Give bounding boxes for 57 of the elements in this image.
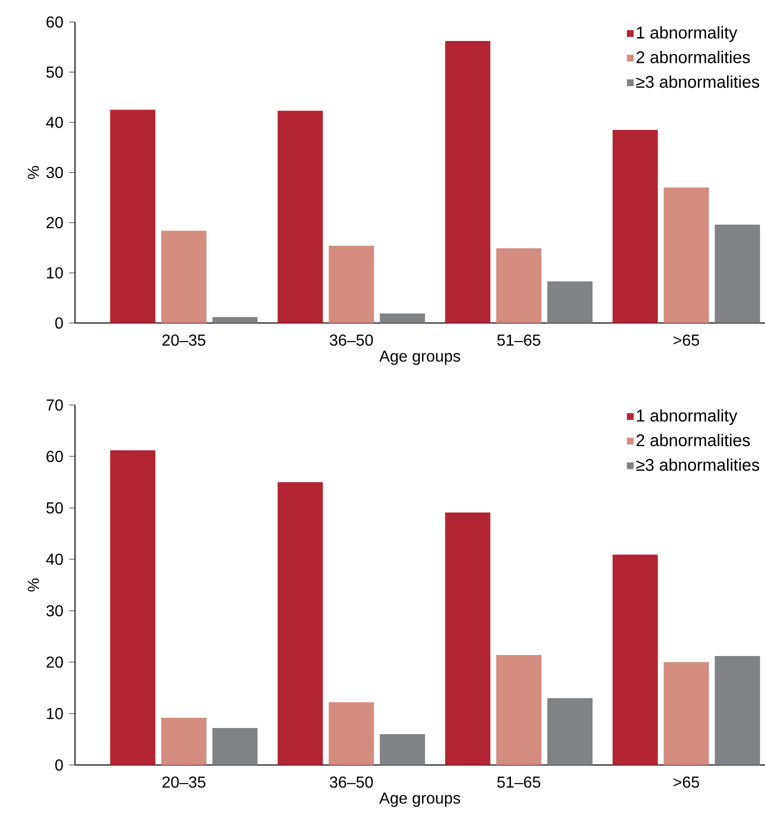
y-tick-label: 10 [47,267,63,278]
bar [278,482,323,765]
x-tick-label: 36–50 [330,334,373,346]
legend-label: 2 abnormalities [636,434,750,446]
y-axis-title: % [28,578,39,592]
y-tick-label: 60 [46,450,63,462]
legend-label: 2 abnormalities [636,50,750,64]
y-tick-label: 30 [46,166,63,178]
legend-label: 1 abnormality [636,409,738,425]
y-tick-label: 20 [46,217,63,228]
y-tick-label: 60 [46,16,63,28]
y-tick-label: 30 [46,605,63,616]
y-tick-label: 20 [46,656,63,668]
y-axis-title: % [28,166,39,180]
y-tick-label: 50 [46,502,63,514]
bar [161,718,206,765]
x-tick-label: 20–35 [162,776,206,788]
x-tick-label: 51–65 [497,776,540,788]
bar [110,450,156,765]
bar [612,130,658,323]
bar [664,188,709,323]
y-tick-label: 0 [55,759,63,771]
bar [110,110,156,323]
bar [714,224,760,323]
y-tick-label: 0 [55,317,63,329]
y-tick-label: 10 [47,708,63,720]
bar [278,110,323,323]
bar [445,41,490,323]
bar [328,246,374,323]
x-tick-label: 36–50 [330,776,373,788]
bar [445,512,490,765]
bar [212,728,258,765]
bar [547,281,593,323]
bar [212,316,258,323]
x-axis-title: Age groups [379,350,460,365]
bar [664,662,709,765]
bar [547,698,593,765]
y-tick-label: 40 [46,116,63,128]
legend-label: 1 abnormality [636,26,738,42]
bar [714,656,760,765]
y-tick-label: 70 [46,399,63,411]
bar [380,313,426,323]
x-tick-label: 20–35 [162,334,206,346]
bar [328,702,374,765]
bar [612,554,658,765]
bar [496,654,542,765]
x-tick-label: 51–65 [497,334,540,346]
bar [496,248,542,323]
y-tick-label: 40 [46,554,63,565]
x-tick-label: >65 [674,776,700,788]
y-tick-label: 50 [46,66,63,78]
legend-label: ≥3 abnormalities [636,458,760,471]
x-tick-label: >65 [674,334,700,346]
bar [161,230,206,323]
legend-label: ≥3 abnormalities [636,75,760,88]
bar [380,734,426,765]
x-axis-title: Age groups [379,792,460,807]
